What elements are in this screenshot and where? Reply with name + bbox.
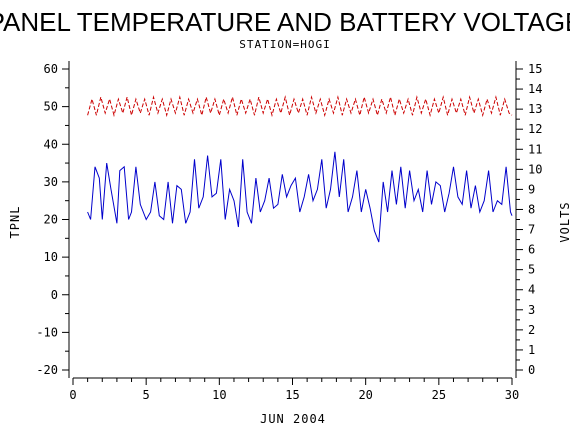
chart-title: PANEL TEMPERATURE AND BATTERY VOLTAGE: [0, 7, 570, 37]
right-y-tick-label: 9: [528, 182, 535, 196]
right-y-tick-label: 0: [528, 363, 535, 377]
right-y-axis-label: VOLTS: [558, 201, 570, 242]
x-tick-label: 0: [69, 388, 76, 402]
left-y-tick-label: 40: [44, 137, 58, 151]
right-y-tick-label: 14: [528, 82, 542, 96]
x-tick-label: 30: [505, 388, 519, 402]
left-y-tick-label: 30: [44, 175, 58, 189]
x-tick-label: 15: [285, 388, 299, 402]
x-tick-label: 5: [143, 388, 150, 402]
right-y-tick-label: 8: [528, 202, 535, 216]
right-y-tick-label: 4: [528, 283, 535, 297]
right-y-tick-label: 12: [528, 122, 542, 136]
x-tick-label: 20: [358, 388, 372, 402]
right-y-tick-label: 11: [528, 142, 542, 156]
right-y-tick-label: 3: [528, 303, 535, 317]
left-y-tick-label: 20: [44, 213, 58, 227]
chart-subtitle: STATION=HOGI: [239, 38, 330, 51]
right-y-tick-label: 2: [528, 323, 535, 337]
x-axis-label: JUN 2004: [260, 412, 326, 426]
right-y-tick-label: 15: [528, 62, 542, 76]
right-y-tick-label: 1: [528, 343, 535, 357]
right-y-tick-label: 5: [528, 263, 535, 277]
left-y-ticks: -20 -10 0 10 20 30 40 50 60: [36, 62, 69, 377]
right-y-tick-label: 6: [528, 243, 535, 257]
panel-temperature-line: [87, 151, 513, 243]
series-layer: [87, 95, 513, 243]
x-tick-label: 10: [212, 388, 226, 402]
right-y-tick-label: 7: [528, 223, 535, 237]
battery-voltage-line: [87, 95, 513, 118]
x-ticks: 0 5 10 15 20 25 30: [69, 378, 519, 402]
left-y-tick-label: 10: [44, 250, 58, 264]
left-y-tick-label: 0: [51, 288, 58, 302]
right-y-tick-label: 13: [528, 102, 542, 116]
x-tick-label: 25: [432, 388, 446, 402]
left-y-tick-label: -20: [36, 363, 58, 377]
left-y-tick-label: 50: [44, 100, 58, 114]
right-y-tick-label: 10: [528, 162, 542, 176]
left-y-tick-label: 60: [44, 62, 58, 76]
left-y-tick-label: -10: [36, 325, 58, 339]
left-y-axis-label: TPNL: [8, 206, 22, 239]
